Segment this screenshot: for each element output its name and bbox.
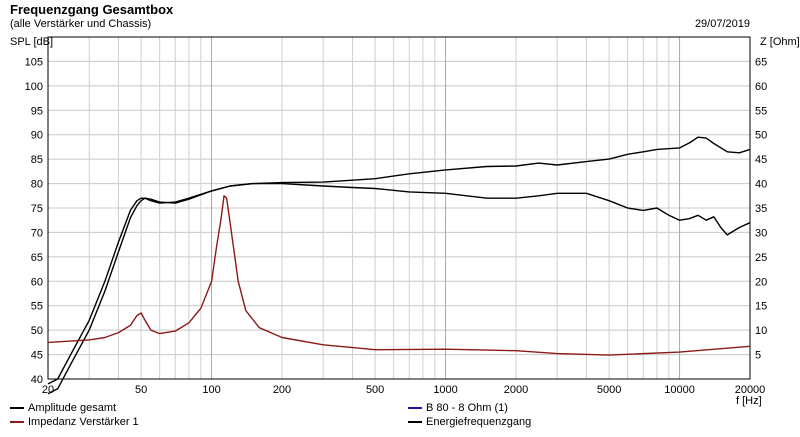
chart-subtitle: (alle Verstärker und Chassis) bbox=[10, 18, 152, 30]
y-tick-label: 50 bbox=[31, 325, 43, 337]
legend-item-amplitude: Amplitude gesamt bbox=[10, 402, 116, 414]
y2-tick-label: 35 bbox=[755, 203, 767, 215]
legend-swatch bbox=[10, 407, 24, 410]
legend-swatch bbox=[408, 407, 422, 410]
y-tick-label: 55 bbox=[31, 301, 43, 313]
y2-tick-label: 20 bbox=[755, 276, 767, 288]
x-tick-label: 2000 bbox=[504, 384, 528, 396]
y-tick-label: 80 bbox=[31, 179, 43, 191]
grid-lines bbox=[47, 36, 751, 380]
legend-item-energy: Energiefrequenzgang bbox=[408, 416, 531, 428]
y2-tick-label: 10 bbox=[755, 325, 767, 337]
legend-swatch bbox=[10, 421, 24, 424]
x-tick-label: 500 bbox=[366, 384, 384, 396]
y2-tick-label: 15 bbox=[755, 301, 767, 313]
y-tick-label: 90 bbox=[31, 130, 43, 142]
y-tick-label: 65 bbox=[31, 252, 43, 264]
x-tick-label: 5000 bbox=[597, 384, 621, 396]
legend-item-impedance: Impedanz Verstärker 1 bbox=[10, 416, 139, 428]
y2-tick-label: 65 bbox=[755, 56, 767, 68]
legend-label: Amplitude gesamt bbox=[28, 402, 117, 414]
series-line-amplitude-gesamt bbox=[47, 136, 751, 385]
series-lines bbox=[47, 136, 751, 395]
x-tick-label: 10000 bbox=[664, 384, 695, 396]
x-axis-label: f [Hz] bbox=[736, 395, 762, 407]
legend-swatch bbox=[408, 421, 422, 424]
y-tick-label: 105 bbox=[25, 56, 43, 68]
legend-label: Impedanz Verstärker 1 bbox=[28, 416, 139, 428]
y-tick-label: 40 bbox=[31, 374, 43, 386]
y2-axis-label: Z [Ohm] bbox=[760, 36, 800, 48]
x-tick-label: 200 bbox=[273, 384, 291, 396]
y-tick-label: 100 bbox=[25, 81, 43, 93]
legend-item-b80: B 80 - 8 Ohm (1) bbox=[408, 402, 508, 414]
y2-tick-label: 45 bbox=[755, 154, 767, 166]
y-tick-label: 70 bbox=[31, 227, 43, 239]
y-tick-label: 75 bbox=[31, 203, 43, 215]
y2-tick-label: 55 bbox=[755, 105, 767, 117]
y2-tick-label: 60 bbox=[755, 81, 767, 93]
plot-frame bbox=[47, 36, 751, 380]
y2-tick-label: 25 bbox=[755, 252, 767, 264]
x-tick-label: 50 bbox=[135, 384, 147, 396]
x-tick-label: 20000 bbox=[735, 384, 766, 396]
tick-labels: 40 45 50 55 60 65 70 75 80 85 90 95 100 105 5 10 15 20 25 3… bbox=[25, 56, 768, 396]
y2-tick-label: 5 bbox=[755, 350, 761, 362]
legend-label: B 80 - 8 Ohm (1) bbox=[426, 402, 508, 414]
chart-date: 29/07/2019 bbox=[694, 18, 750, 30]
plot-area bbox=[47, 36, 751, 380]
y-tick-label: 45 bbox=[31, 350, 43, 362]
series-line-impedanz-verst-rker-1 bbox=[47, 195, 751, 356]
y-tick-label: 85 bbox=[31, 154, 43, 166]
y-tick-label: 95 bbox=[31, 105, 43, 117]
y2-tick-label: 50 bbox=[755, 130, 767, 142]
legend-label: Energiefrequenzgang bbox=[426, 416, 532, 428]
x-tick-label: 20 bbox=[42, 384, 54, 396]
x-tick-label: 100 bbox=[202, 384, 220, 396]
x-tick-label: 1000 bbox=[433, 384, 457, 396]
y2-tick-label: 40 bbox=[755, 179, 767, 191]
series-line-energiefrequenzgang bbox=[47, 182, 751, 395]
y-tick-label: 60 bbox=[31, 276, 43, 288]
y2-tick-label: 30 bbox=[755, 227, 767, 239]
chart-title: Frequenzgang Gesamtbox bbox=[10, 2, 174, 17]
y-axis-label: SPL [dB] bbox=[10, 36, 53, 48]
